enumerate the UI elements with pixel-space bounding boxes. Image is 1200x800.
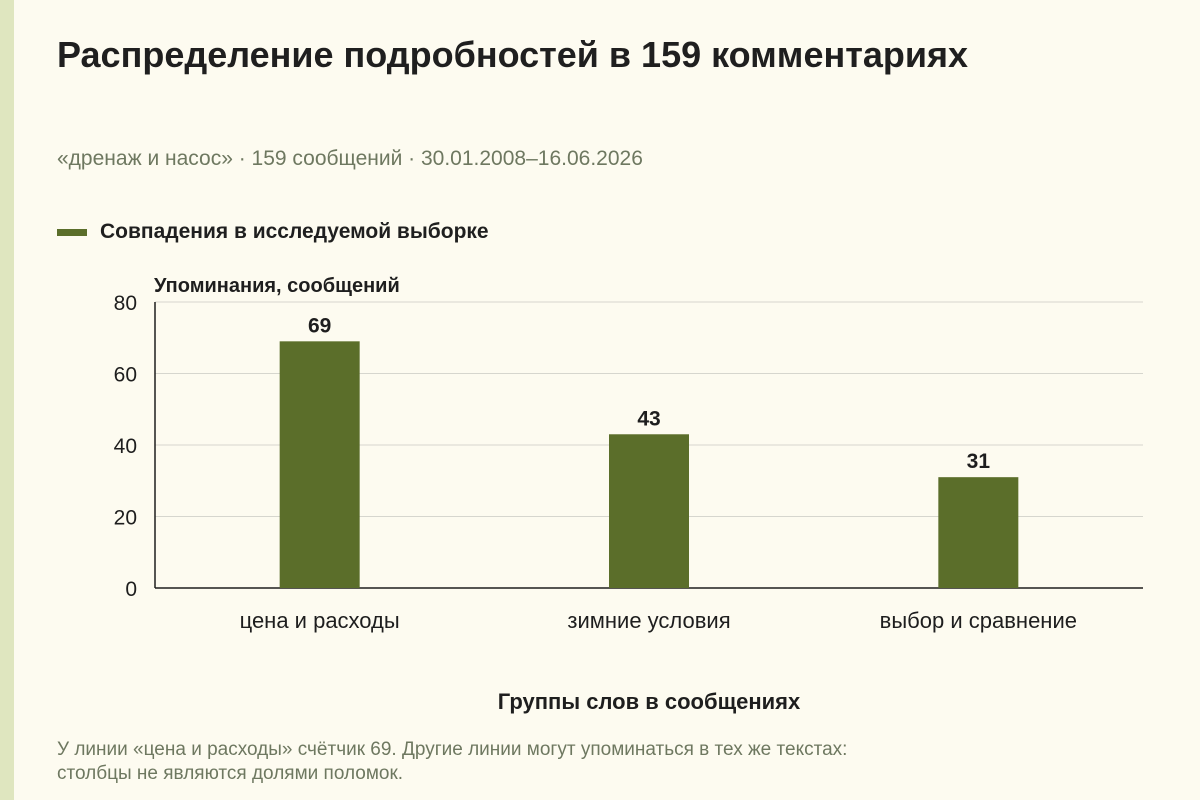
chart-subtitle: «дренаж и насос» · 159 сообщений · 30.01… bbox=[57, 147, 643, 170]
x-tick-label: выбор и сравнение bbox=[880, 608, 1077, 633]
legend-swatch bbox=[57, 228, 87, 236]
y-tick-label: 0 bbox=[125, 578, 137, 601]
y-tick-label: 20 bbox=[114, 507, 137, 530]
bar-value-label: 43 bbox=[637, 407, 660, 430]
y-tick-label: 80 bbox=[114, 292, 137, 315]
left-accent-strip bbox=[0, 0, 14, 800]
footnote-line-1: У линии «цена и расходы» счётчик 69. Дру… bbox=[57, 739, 848, 760]
x-tick-label: цена и расходы bbox=[240, 608, 400, 633]
legend-label: Совпадения в исследуемой выборке bbox=[100, 220, 489, 243]
legend: Совпадения в исследуемой выборке bbox=[57, 220, 489, 244]
y-axis-label: Упоминания, сообщений bbox=[154, 275, 400, 297]
footnote-line-2: столбцы не являются долями поломок. bbox=[57, 763, 404, 784]
bar bbox=[279, 341, 360, 588]
x-tick-label: зимние условия bbox=[567, 608, 730, 633]
x-axis-label: Группы слов в сообщениях bbox=[498, 689, 801, 714]
chart-title: Распределение подробностей в 159 коммент… bbox=[57, 34, 969, 75]
bar-value-label: 31 bbox=[967, 450, 991, 473]
bar bbox=[609, 434, 689, 588]
y-tick-label: 40 bbox=[114, 435, 137, 458]
bar-value-label: 69 bbox=[308, 314, 331, 337]
footnote: У линии «цена и расходы» счётчик 69. Дру… bbox=[57, 738, 1057, 786]
y-tick-label: 60 bbox=[114, 364, 137, 387]
bar bbox=[938, 477, 1019, 588]
